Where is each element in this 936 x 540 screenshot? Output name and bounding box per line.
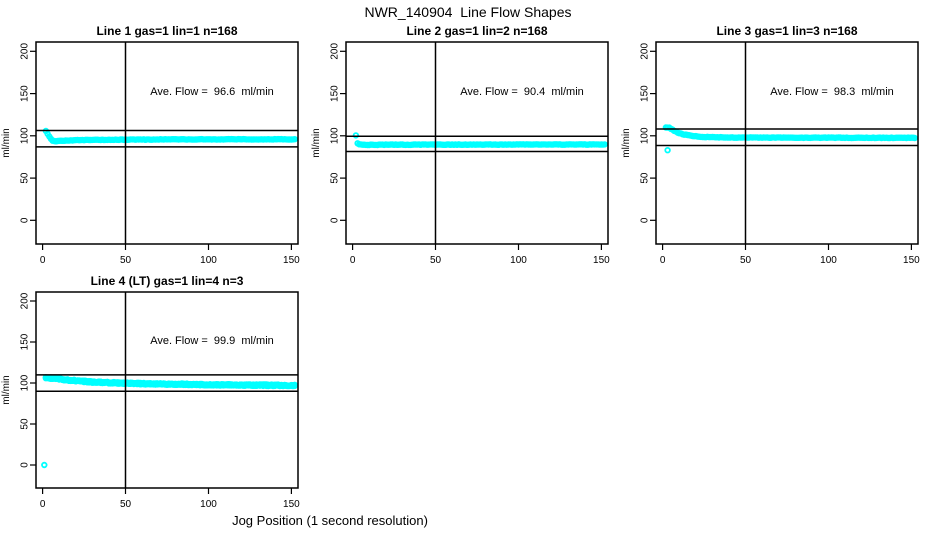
y-axis-label: ml/min	[311, 128, 322, 157]
axes: 0 50 100 150 200 0 50 100 150	[330, 43, 611, 266]
plot-frame	[35, 291, 299, 489]
plot-area-line2: 0 50 100 150 200 0 50 100 150 ml/min	[311, 41, 611, 266]
y-axis-label: ml/min	[1, 128, 12, 157]
outlier-points	[664, 146, 671, 154]
panel-title-line2: Line 2 gas=1 lin=2 n=168	[406, 24, 548, 38]
reference-lines	[36, 42, 298, 244]
panel-title-line3: Line 3 gas=1 lin=3 n=168	[716, 24, 858, 38]
outlier-points	[41, 461, 48, 469]
axes: 0 50 100 150 200 0 50 100 150	[20, 43, 301, 266]
x-tick-label: 150	[283, 255, 300, 266]
x-tick-label: 150	[593, 255, 610, 266]
y-tick-label: 100	[20, 374, 31, 391]
data-point	[291, 381, 298, 389]
data-point	[601, 141, 608, 148]
figure-title: NWR_140904 Line Flow Shapes	[364, 4, 572, 20]
y-tick-label: 200	[640, 43, 651, 60]
plot-area-line1: 0 50 100 150 200 0 50 100 150 ml/min	[1, 41, 301, 266]
y-tick-label: 50	[330, 172, 341, 184]
outlier-point	[41, 461, 48, 469]
x-tick-label: 100	[820, 255, 837, 266]
y-tick-label: 150	[330, 85, 341, 102]
x-tick-label: 50	[120, 255, 132, 266]
x-tick-label: 50	[120, 499, 132, 510]
plot-frame	[345, 41, 609, 245]
reference-lines	[36, 292, 298, 488]
x-tick-label: 100	[200, 499, 217, 510]
x-tick-label: 150	[283, 499, 300, 510]
plot-frame	[35, 41, 299, 245]
x-tick-label: 100	[510, 255, 527, 266]
ave-flow-annotation-line1: Ave. Flow = 96.6 ml/min	[150, 86, 274, 98]
y-tick-label: 200	[330, 43, 341, 60]
axes: 0 50 100 150 200 0 50 100 150	[20, 292, 301, 510]
y-tick-label: 100	[20, 127, 31, 144]
y-tick-label: 50	[20, 172, 31, 184]
x-tick-label: 0	[660, 255, 666, 266]
data-point	[911, 134, 918, 142]
data-points	[352, 132, 608, 149]
y-tick-label: 200	[20, 292, 31, 309]
data-points	[42, 374, 298, 390]
data-point	[352, 132, 360, 139]
reference-lines	[346, 42, 608, 244]
data-point	[291, 135, 298, 143]
x-tick-label: 150	[903, 255, 920, 266]
x-tick-label: 0	[350, 255, 356, 266]
x-tick-label: 100	[200, 255, 217, 266]
outlier-point	[664, 146, 671, 154]
panel-title-line4: Line 4 (LT) gas=1 lin=4 n=3	[90, 274, 244, 288]
y-tick-label: 150	[20, 85, 31, 102]
ave-flow-annotation-line3: Ave. Flow = 98.3 ml/min	[770, 86, 894, 98]
y-tick-label: 100	[640, 127, 651, 144]
plot-area-line4: 0 50 100 150 200 0 50 100 150 ml/min	[1, 291, 301, 510]
ave-flow-annotation-line4: Ave. Flow = 99.9 ml/min	[150, 335, 274, 347]
x-axis-title: Jog Position (1 second resolution)	[232, 513, 428, 528]
axes: 0 50 100 150 200 0 50 100 150	[640, 43, 921, 266]
y-tick-label: 150	[640, 85, 651, 102]
x-tick-label: 0	[40, 255, 46, 266]
x-tick-label: 50	[740, 255, 752, 266]
y-tick-label: 150	[20, 333, 31, 350]
y-axis-label: ml/min	[1, 375, 12, 404]
y-tick-label: 0	[20, 217, 31, 223]
y-tick-label: 200	[20, 43, 31, 60]
y-tick-label: 0	[20, 462, 31, 468]
plot-frame	[655, 41, 919, 245]
y-tick-label: 50	[640, 172, 651, 184]
y-axis-label: ml/min	[621, 128, 632, 157]
reference-lines	[656, 42, 918, 244]
y-tick-label: 0	[640, 217, 651, 223]
x-tick-label: 50	[430, 255, 442, 266]
y-tick-label: 50	[20, 418, 31, 430]
y-tick-label: 100	[330, 127, 341, 144]
plot-area-line3: 0 50 100 150 200 0 50 100 150 ml/min	[621, 41, 921, 266]
ave-flow-annotation-line2: Ave. Flow = 90.4 ml/min	[460, 86, 584, 98]
panel-title-line1: Line 1 gas=1 lin=1 n=168	[96, 24, 238, 38]
y-tick-label: 0	[330, 217, 341, 223]
x-tick-label: 0	[40, 499, 46, 510]
data-points	[662, 124, 918, 142]
